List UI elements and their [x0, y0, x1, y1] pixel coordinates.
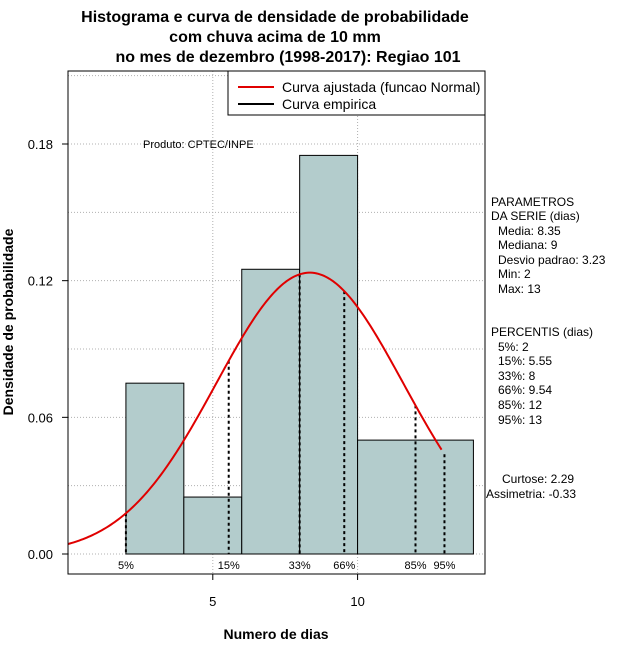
curve-layer — [67, 271, 443, 546]
axis-layer: 5 10 0.00 0.06 0.12 0.18 — [28, 137, 365, 609]
y-axis-title: Densidade de probabilidade — [0, 228, 16, 415]
percentis-item-66: 66%: 9.54 — [498, 383, 552, 397]
parametros-mediana: Mediana: 9 — [498, 238, 558, 252]
x-axis-title: Numero de dias — [223, 626, 328, 642]
parametros-desvio: Desvio padrao: 3.23 — [498, 253, 606, 267]
y-tick-label: 0.12 — [28, 274, 53, 289]
y-tick-label: 0.00 — [28, 547, 53, 562]
assimetria-label: Assimetria: -0.33 — [486, 487, 576, 501]
parametros-panel: PARAMETROS DA SERIE (dias) Media: 8.35 M… — [491, 195, 606, 296]
percentis-item-5: 5%: 2 — [498, 340, 529, 354]
percentile-label: 5% — [118, 560, 134, 572]
percentis-item-85: 85%: 12 — [498, 398, 542, 412]
percentis-panel: PERCENTIS (dias) 5%: 2 15%: 5.55 33%: 8 … — [491, 325, 593, 427]
percentile-label: 33% — [289, 560, 311, 572]
parametros-header-2: DA SERIE (dias) — [491, 209, 580, 223]
percentis-item-33: 33%: 8 — [498, 369, 536, 383]
percentile-label: 95% — [433, 560, 455, 572]
histogram-bar — [183, 496, 243, 555]
product-annotation: Produto: CPTEC/INPE — [143, 139, 254, 151]
histogram-bar — [299, 154, 359, 555]
bars-layer — [125, 154, 474, 555]
legend: Curva ajustada (funcao Normal) Curva emp… — [227, 70, 486, 116]
legend-box — [227, 70, 486, 116]
chart-title-line-1: Histograma e curva de densidade de proba… — [81, 9, 469, 26]
histogram-bar — [241, 268, 301, 555]
x-tick-label: 5 — [209, 594, 216, 609]
percentis-item-95: 95%: 13 — [498, 413, 542, 427]
legend-label-fit: Curva ajustada (funcao Normal) — [282, 79, 480, 95]
y-tick-label: 0.06 — [28, 410, 53, 425]
normal-fit-curve — [67, 271, 443, 546]
percentile-label: 85% — [404, 560, 426, 572]
legend-label-empirical: Curva empirica — [282, 96, 376, 112]
curtose-label: Curtose: 2.29 — [502, 472, 574, 486]
parametros-min: Min: 2 — [498, 267, 531, 281]
percentis-item-15: 15%: 5.55 — [498, 354, 552, 368]
shape-panel: Curtose: 2.29 Assimetria: -0.33 — [486, 472, 576, 501]
percentile-label: 66% — [333, 560, 355, 572]
percentis-header: PERCENTIS (dias) — [491, 325, 593, 339]
parametros-media: Media: 8.35 — [498, 224, 561, 238]
chart-title-line-3: no mes de dezembro (1998-2017): Regiao 1… — [115, 49, 460, 66]
histogram-bar — [125, 382, 185, 555]
parametros-header-1: PARAMETROS — [491, 195, 574, 209]
percentile-lines-layer: 5% 15% 33% 66% 85% 95% — [118, 274, 456, 572]
x-tick-label: 10 — [350, 594, 364, 609]
chart-title-line-2: com chuva acima de 10 mm — [169, 29, 381, 46]
percentile-label: 15% — [218, 560, 240, 572]
y-tick-label: 0.18 — [28, 137, 53, 152]
parametros-max: Max: 13 — [498, 282, 541, 296]
